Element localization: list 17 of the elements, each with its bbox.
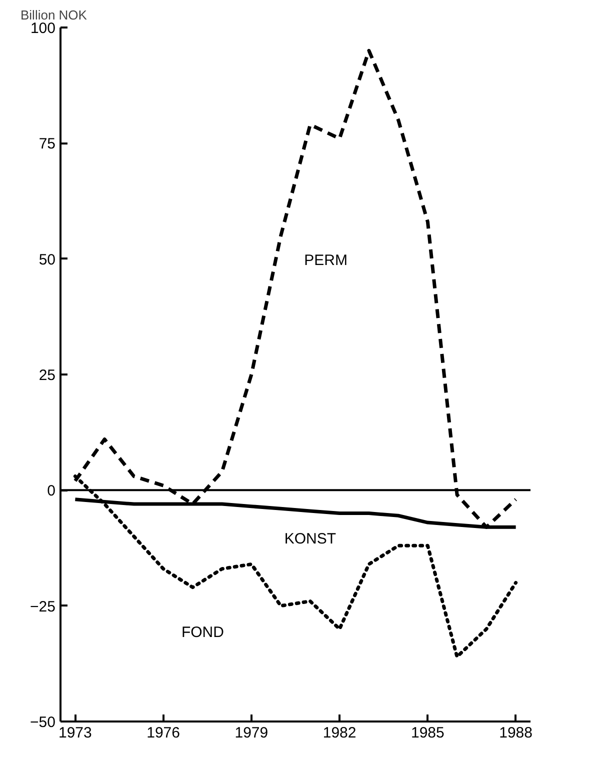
x-tick-label: 1982: [322, 724, 356, 742]
y-tick-label: −25: [30, 598, 56, 616]
series-label: KONST: [284, 530, 336, 548]
y-tick-label: 25: [38, 367, 56, 384]
x-tick-label: 1988: [499, 724, 533, 742]
y-tick-label: 100: [30, 20, 56, 37]
y-tick-label: −50: [30, 714, 56, 731]
x-tick-label: 1985: [411, 724, 444, 742]
y-tick-label: 0: [47, 482, 56, 500]
series-label: PERM: [304, 252, 348, 270]
x-tick-label: 1973: [58, 724, 92, 742]
y-tick-label: 50: [38, 251, 56, 268]
y-tick-label: 75: [38, 136, 56, 153]
text: FOND: [181, 624, 224, 641]
x-tick-label: 1979: [234, 724, 268, 742]
x-tick-label: 1976: [146, 724, 180, 742]
y-axis-title: Billion NOK: [20, 8, 88, 22]
